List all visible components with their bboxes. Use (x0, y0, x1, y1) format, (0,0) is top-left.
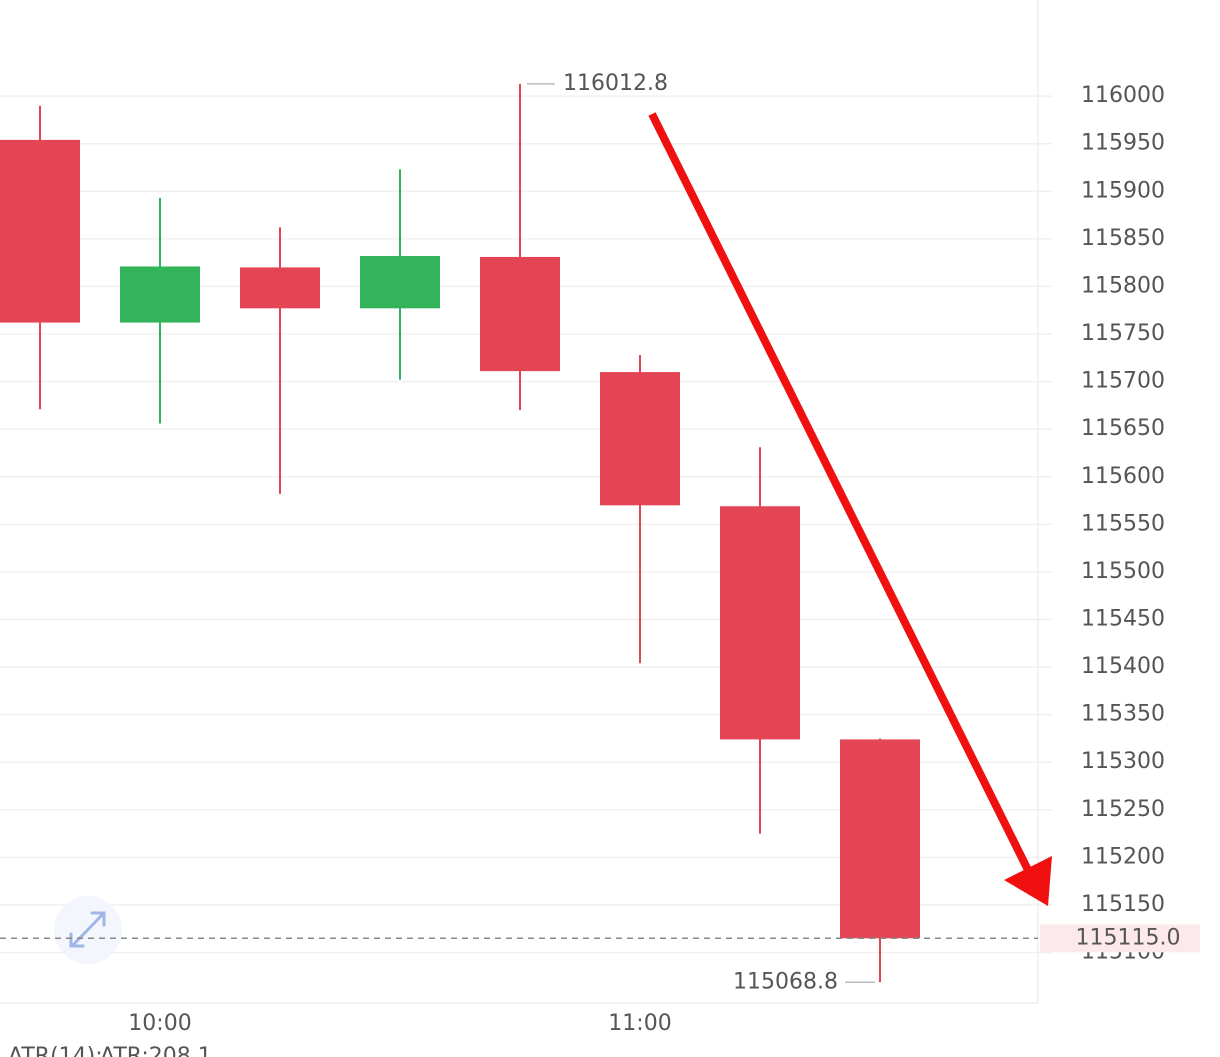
indicator-value: ATR:208.1 (100, 1044, 212, 1057)
candle-body (120, 266, 200, 323)
y-tick-label: 115450 (1081, 607, 1165, 632)
max-label: 116012.8 (563, 71, 668, 96)
y-tick-label: 115500 (1081, 559, 1165, 584)
y-tick-label: 116000 (1081, 83, 1165, 108)
last-price-label: 115115.0 (1076, 925, 1181, 950)
y-tick-label: 115400 (1081, 654, 1165, 679)
y-tick-label: 115150 (1081, 892, 1165, 917)
y-tick-label: 115850 (1081, 226, 1165, 251)
x-tick-label: 10:00 (128, 1011, 191, 1036)
trend-arrow (648, 112, 1052, 906)
y-tick-label: 115900 (1081, 178, 1165, 203)
candle-body (720, 506, 800, 740)
y-tick-label: 115250 (1081, 797, 1165, 822)
y-tick-label: 115650 (1081, 416, 1165, 441)
candle-body (480, 256, 560, 372)
y-tick-label: 115200 (1081, 844, 1165, 869)
y-tick-label: 115350 (1081, 702, 1165, 727)
y-tick-label: 115550 (1081, 511, 1165, 536)
y-tick-label: 115300 (1081, 749, 1165, 774)
candle-body (840, 739, 920, 939)
y-tick-label: 115950 (1081, 131, 1165, 156)
candles (0, 83, 920, 983)
candle-body (600, 372, 680, 506)
y-tick-label: 115800 (1081, 273, 1165, 298)
indicator-name: ATR(14): (8, 1044, 103, 1057)
candle-body (360, 255, 440, 309)
min-label: 115068.8 (733, 969, 838, 994)
last-price-box (1040, 924, 1200, 953)
y-tick-label: 115750 (1081, 321, 1165, 346)
labels: 1151001151501152001152501153001153501154… (0, 71, 1200, 1057)
y-tick-label: 115600 (1081, 464, 1165, 489)
expand-button[interactable] (54, 896, 122, 964)
y-tick-label: 115700 (1081, 369, 1165, 394)
candle-body (0, 139, 80, 323)
candle-body (240, 267, 320, 309)
x-tick-label: 11:00 (608, 1011, 671, 1036)
